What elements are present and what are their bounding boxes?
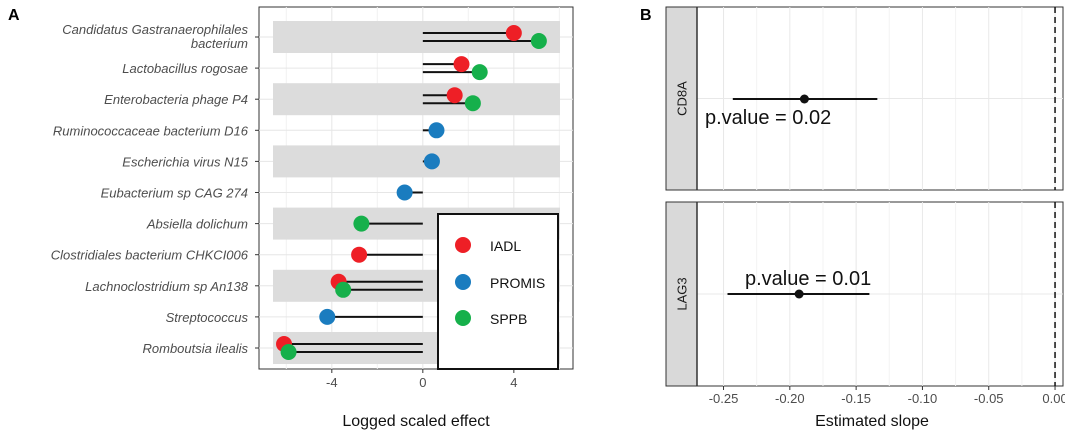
b-x-tick-label: -0.05 (974, 391, 1004, 406)
a-dot-iadl (453, 56, 470, 73)
b-x-tick-label: -0.15 (841, 391, 871, 406)
a-dot-sppb (530, 33, 547, 49)
panel-a-lollipop-dots (276, 25, 547, 360)
estimate-point (799, 94, 809, 104)
legend-item-iadl: IADL (455, 237, 521, 254)
panel-b-facets: CD8A p.value = 0.02 LAG3 p.value = 0.01 (665, 6, 1064, 387)
a-y-tick-label: Romboutsia ilealis (143, 341, 249, 356)
b-x-tick-label: -0.10 (908, 391, 938, 406)
a-y-tick-label: Candidatus Gastranaerophilales (62, 22, 248, 37)
b-x-tick-label: 0.00 (1042, 391, 1065, 406)
a-dot-iadl (351, 246, 368, 263)
a-dot-promis (428, 122, 445, 139)
legend-item-promis: PROMIS (455, 274, 545, 291)
panel-b-x-axis-title: Estimated slope (815, 413, 929, 430)
legend-label-iadl: IADL (490, 238, 521, 254)
a-y-tick-label: Absiella dolichum (146, 217, 248, 232)
a-dot-promis (319, 308, 336, 325)
legend: IADL PROMIS SPPB (437, 213, 559, 370)
a-dot-promis (423, 153, 440, 170)
facet-lag3: LAG3 p.value = 0.01 (665, 201, 1064, 387)
panel-a: A Candidatus Gastranaerophilalesbacteriu… (8, 6, 574, 430)
a-row-band (273, 145, 560, 178)
a-dot-sppb (464, 95, 481, 112)
legend-label-sppb: SPPB (490, 311, 527, 327)
a-row-band (273, 83, 560, 116)
p-value-annotation: p.value = 0.02 (705, 107, 831, 129)
a-y-tick-label: Eubacterium sp CAG 274 (101, 186, 248, 201)
panel-b: B CD8A p.value = 0.02 LAG3 p.value = 0.01 -… (640, 6, 1065, 430)
a-dot-promis (396, 184, 413, 201)
a-dot-iadl (446, 87, 463, 104)
a-x-tick-label: 0 (419, 375, 426, 390)
legend-item-sppb: SPPB (455, 310, 527, 327)
p-value-annotation: p.value = 0.01 (745, 268, 871, 290)
a-y-tick-label: Ruminococcaceae bacterium D16 (53, 123, 249, 138)
a-dot-sppb (353, 215, 370, 232)
b-x-tick-label: -0.25 (709, 391, 739, 406)
facet-strip-label: CD8A (675, 81, 690, 116)
b-x-tick-label: -0.20 (775, 391, 805, 406)
a-x-tick-label: -4 (326, 375, 338, 390)
panel-b-letter: B (640, 7, 652, 24)
a-x-tick-label: 4 (510, 375, 517, 390)
a-dot-sppb (280, 344, 297, 360)
a-y-tick-label: bacterium (191, 36, 248, 51)
a-y-tick-label: Lachnoclostridium sp An138 (85, 279, 249, 294)
facet-strip-label: LAG3 (675, 277, 690, 310)
facet-cd8a: CD8A p.value = 0.02 (665, 6, 1064, 191)
panel-a-letter: A (8, 7, 20, 24)
legend-marker-sppb (455, 310, 471, 326)
a-dot-iadl (505, 25, 522, 41)
legend-label-promis: PROMIS (490, 275, 545, 291)
panel-b-x-ticks: -0.25 -0.20 -0.15 -0.10 -0.05 0.00 (709, 386, 1065, 406)
a-dot-sppb (335, 281, 352, 298)
a-y-tick-label: Lactobacillus rogosae (122, 61, 248, 76)
estimate-point (794, 289, 804, 299)
legend-marker-promis (455, 274, 471, 290)
facet-strip (665, 201, 698, 387)
facet-strip (665, 6, 698, 191)
panel-a-x-ticks: -4 0 4 (326, 369, 517, 390)
legend-marker-iadl (455, 237, 471, 253)
a-dot-sppb (471, 64, 488, 81)
a-y-tick-label: Streptococcus (166, 310, 249, 325)
a-y-tick-label: Clostridiales bacterium CHKCI006 (51, 248, 249, 263)
a-y-tick-label: Escherichia virus N15 (122, 154, 248, 169)
a-y-tick-label: Enterobacteria phage P4 (104, 92, 248, 107)
panel-a-x-axis-title: Logged scaled effect (342, 413, 490, 430)
